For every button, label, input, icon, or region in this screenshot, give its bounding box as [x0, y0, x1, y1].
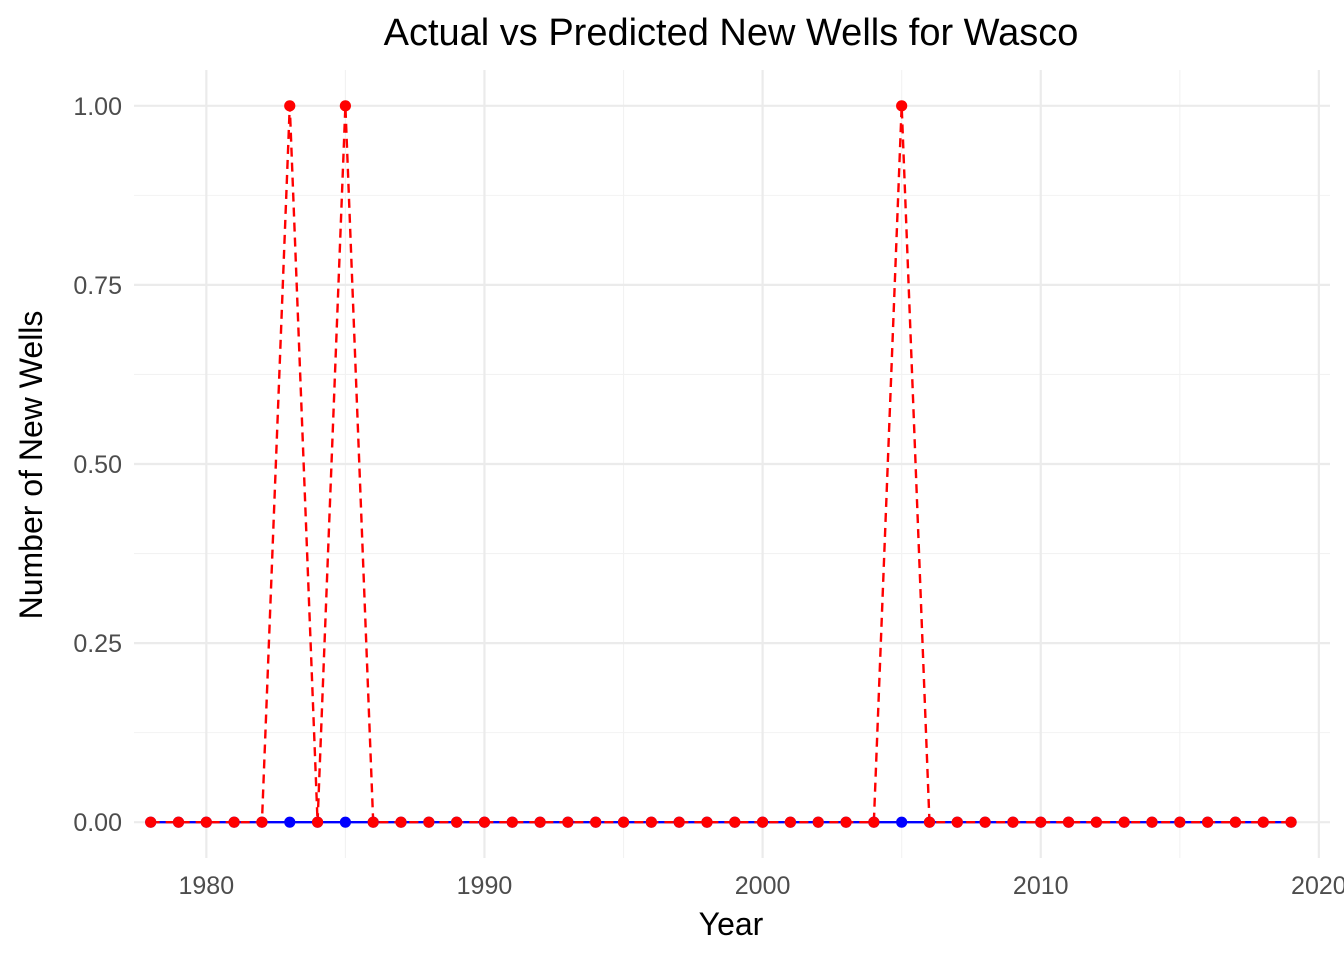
- series-2-point: [1174, 816, 1186, 828]
- y-axis-title: Number of New Wells: [13, 311, 49, 620]
- series-2-point: [367, 816, 379, 828]
- series-2-point: [923, 816, 936, 828]
- series-2-point: [339, 100, 351, 112]
- y-axis-tick-labels: 0.00 0.25 0.50 0.75 1.00: [73, 93, 122, 837]
- x-tick-label: 2000: [735, 872, 791, 900]
- series-2-point: [562, 816, 574, 828]
- series-2-point: [840, 816, 852, 828]
- series-2-point: [1118, 816, 1130, 828]
- minor-gridlines: [134, 70, 1330, 858]
- series-2-point: [506, 816, 518, 828]
- y-tick-label: 1.00: [73, 93, 122, 121]
- series-2-point: [256, 816, 268, 828]
- series-2-point: [395, 816, 407, 828]
- series-2-point: [478, 816, 491, 828]
- series-2-point: [1035, 816, 1047, 828]
- series-2-point: [1146, 816, 1158, 828]
- series-2-point: [1285, 816, 1297, 828]
- series-2-point: [534, 816, 546, 828]
- series-2-point: [200, 816, 212, 828]
- series-2-point: [896, 100, 908, 112]
- x-tick-label: 2020: [1291, 872, 1344, 900]
- y-tick-label: 0.75: [73, 272, 122, 300]
- series-layer: [145, 100, 1297, 828]
- series-2-point: [951, 816, 963, 828]
- series-2-point: [756, 816, 769, 828]
- series-2-point: [423, 816, 435, 828]
- y-tick-label: 0.25: [73, 630, 122, 658]
- chart-title: Actual vs Predicted New Wells for Wasco: [384, 12, 1079, 54]
- series-2-point: [1090, 816, 1102, 828]
- series-2-point: [1007, 816, 1019, 828]
- x-tick-label: 1980: [179, 872, 235, 900]
- series-2-point: [868, 816, 880, 828]
- y-tick-label: 0.00: [73, 809, 122, 837]
- series-2-point: [701, 816, 713, 828]
- series-2-point: [451, 816, 463, 828]
- series-2-point: [1202, 816, 1214, 828]
- series-2-point: [729, 816, 741, 828]
- series-2-point: [979, 816, 991, 828]
- series-2-point: [645, 816, 657, 828]
- x-axis-title: Year: [699, 906, 764, 942]
- series-2-point: [311, 816, 324, 828]
- x-axis-tick-labels: 1980 1990 2000 2010 2020: [179, 872, 1344, 900]
- series-2-point: [172, 816, 185, 828]
- series-2-point: [228, 816, 240, 828]
- series-2-point: [673, 816, 685, 828]
- x-tick-label: 2010: [1013, 872, 1069, 900]
- series-2-point: [617, 816, 630, 828]
- series-2-point: [1229, 816, 1242, 828]
- series-1-point: [284, 816, 296, 828]
- series-2-point: [1257, 816, 1269, 828]
- series-2-point: [1062, 816, 1075, 828]
- y-tick-label: 0.50: [73, 451, 122, 479]
- series-1-point: [896, 816, 908, 828]
- series-2-point: [784, 816, 797, 828]
- x-tick-label: 1990: [457, 872, 513, 900]
- series-2-point: [590, 816, 602, 828]
- series-2-point: [284, 100, 296, 112]
- series-2-point: [145, 816, 157, 828]
- series-1-point: [339, 816, 351, 828]
- series-2-point: [812, 816, 824, 828]
